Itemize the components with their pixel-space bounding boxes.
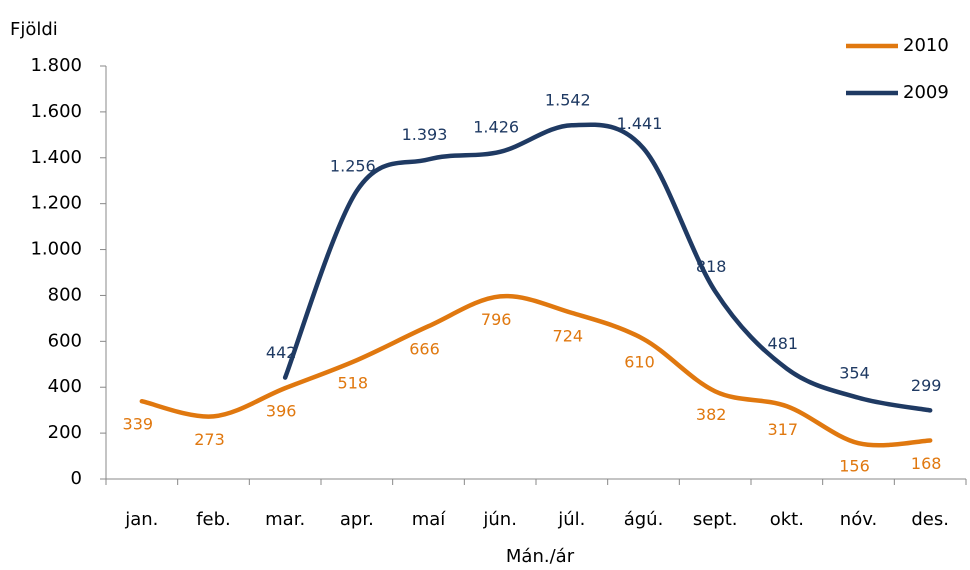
value-label: 273 [194, 430, 225, 449]
value-label: 724 [553, 326, 584, 345]
value-label: 156 [839, 457, 870, 476]
y-axis-title: Fjöldi [10, 19, 58, 40]
x-tick-label: maí [412, 509, 447, 530]
value-label: 339 [123, 415, 154, 434]
value-label: 354 [839, 363, 870, 382]
x-tick-label: mar. [265, 509, 305, 530]
y-tick-label: 200 [48, 422, 82, 443]
value-label: 168 [911, 454, 942, 473]
value-label: 666 [409, 340, 440, 359]
y-tick-label: 1.600 [30, 101, 82, 122]
value-label: 1.393 [402, 125, 448, 144]
series-line [282, 122, 933, 413]
series-line [139, 293, 933, 448]
x-tick-label: des. [911, 509, 949, 530]
x-tick-label: ágú. [624, 509, 664, 530]
value-label: 796 [481, 310, 512, 329]
y-tick-label: 0 [71, 468, 82, 489]
y-tick-label: 1.800 [30, 55, 82, 76]
value-label: 396 [266, 402, 297, 421]
x-axis-title: Mán./ár [506, 546, 575, 567]
value-label: 1.441 [617, 114, 663, 133]
value-label: 1.256 [330, 156, 376, 175]
y-tick-label: 1.400 [30, 147, 82, 168]
x-tick-label: nóv. [840, 509, 877, 530]
x-tick-label: apr. [340, 509, 374, 530]
y-tick-label: 1.200 [30, 193, 82, 214]
y-tick-label: 400 [48, 376, 82, 397]
x-tick-label: jún. [482, 509, 517, 530]
value-label: 518 [338, 374, 369, 393]
x-tick-label: okt. [770, 509, 804, 530]
value-label: 1.542 [545, 91, 591, 110]
legend-label: 2010 [903, 35, 949, 56]
value-label: 1.426 [473, 117, 519, 136]
value-label: 382 [696, 405, 727, 424]
legend-label: 2009 [903, 82, 949, 103]
y-tick-label: 800 [48, 284, 82, 305]
x-tick-label: jan. [124, 509, 158, 530]
y-tick-label: 600 [48, 330, 82, 351]
value-label: 442 [266, 343, 297, 362]
y-tick-label: 1.000 [30, 239, 82, 260]
value-label: 610 [624, 353, 655, 372]
value-label: 481 [768, 334, 799, 353]
value-label: 317 [768, 420, 799, 439]
x-tick-label: júl. [557, 509, 585, 530]
value-label: 299 [911, 376, 942, 395]
x-tick-label: feb. [196, 509, 231, 530]
x-tick-label: sept. [693, 509, 738, 530]
value-label: 818 [696, 257, 727, 276]
